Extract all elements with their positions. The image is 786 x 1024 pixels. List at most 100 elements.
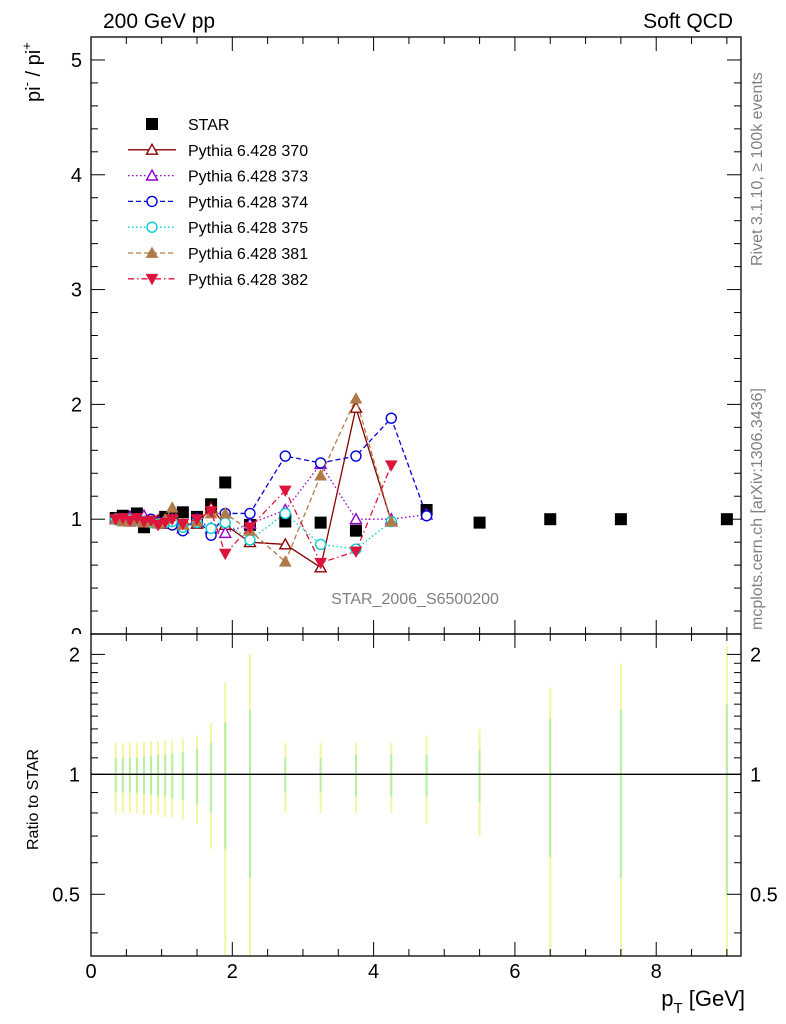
series-6-point: [151, 520, 165, 532]
x-tick-label: 0: [85, 961, 96, 983]
ratio-y-axis-label: Ratio to STAR: [25, 749, 42, 850]
ratio-stat-band: [128, 757, 131, 793]
ratio-stat-band: [319, 757, 322, 793]
series-6-point: [384, 460, 398, 472]
series-4-point: [314, 538, 327, 551]
series-3-point: [420, 510, 433, 522]
ratio-stat-band: [164, 754, 167, 797]
x-tick-label: 8: [651, 961, 662, 983]
main-plot-area: [109, 392, 733, 573]
ratio-stat-band: [248, 710, 251, 878]
main-y-tick-label: 1: [71, 509, 82, 531]
ratio-stat-band: [195, 748, 198, 805]
ratio-stat-band: [284, 757, 287, 793]
series-4-point: [219, 516, 231, 529]
legend-marker-4: [146, 221, 158, 233]
series-3-point: [350, 450, 362, 462]
x-tick-label: 2: [227, 961, 238, 983]
series-3-point: [314, 457, 327, 469]
legend: STAR Pythia 6.428 370 Pythia 6.428 373 Pyth…: [128, 117, 308, 289]
main-panel: 1 2 3 4 5 0: [71, 36, 742, 647]
ratio-y-tick-label: 2: [69, 644, 80, 666]
series-6-point: [278, 485, 292, 498]
series-4-point: [279, 507, 291, 520]
series-6-point: [243, 522, 257, 534]
x-tick-label: 6: [509, 961, 520, 983]
legend-label-4: Pythia 6.428 375: [188, 220, 308, 237]
ratio-y-tick-label: 1: [69, 764, 80, 786]
ratio-stat-band: [171, 753, 174, 799]
series-6-point: [190, 514, 204, 526]
series-6-point: [204, 506, 218, 518]
series-6-point: [349, 546, 363, 558]
ratio-stat-band: [390, 754, 393, 797]
main-y-axis-label: pi- / pi+: [19, 42, 45, 102]
legend-label-3: Pythia 6.428 374: [188, 194, 308, 211]
main-y-zero-label: 0: [71, 625, 82, 647]
header-right-label: Soft QCD: [643, 10, 733, 33]
ratio-y-tick-label: 0.5: [52, 884, 80, 906]
series-6: [109, 460, 398, 570]
series-4-point: [244, 534, 256, 546]
ratio-stat-band: [725, 704, 728, 895]
series-6-point: [137, 516, 151, 529]
main-y-tick-label: 5: [71, 50, 82, 72]
legend-marker-2: [145, 168, 159, 181]
ratio-stat-band: [354, 754, 357, 797]
legend-label-1: Pythia 6.428 370: [188, 143, 308, 160]
x-tick-label: 4: [368, 961, 379, 983]
series-0-point: [544, 513, 557, 526]
ratio-stat-band: [210, 742, 213, 813]
series-0-point: [314, 516, 327, 529]
series-4-point: [205, 522, 217, 535]
main-y-tick-label: 4: [71, 165, 82, 187]
rivet-version-label: Rivet 3.1.10, ≥ 100k events: [749, 72, 766, 266]
ratio-stat-band: [121, 757, 124, 793]
ratio-y-tick-label-right: 1: [750, 764, 761, 786]
main-y-tick-label: 3: [71, 280, 82, 302]
ratio-stat-band: [150, 756, 153, 795]
series-2-point: [349, 512, 363, 525]
series-2-point: [218, 526, 232, 539]
series-0-point: [219, 476, 232, 489]
ratio-stat-band: [181, 751, 184, 801]
series-3-point: [244, 507, 256, 520]
series-0-point: [176, 506, 189, 519]
series-6-point: [176, 518, 190, 531]
legend-marker-6: [145, 273, 159, 286]
mcplots-label: mcplots.cern.ch [arXiv:1306.3436]: [749, 388, 766, 630]
ratio-y-tick-label-right: 0.5: [750, 884, 778, 906]
ratio-panel: 0 2 4 6 8 0.5 0.5 1 1 2 2: [52, 633, 778, 983]
series-5-point: [314, 469, 327, 481]
series-5-point: [384, 514, 398, 527]
series-0-point: [614, 513, 627, 526]
legend-marker-3: [146, 195, 158, 208]
legend-label-0: STAR: [188, 117, 229, 134]
ratio-stat-band: [157, 754, 160, 797]
legend-label-6: Pythia 6.428 382: [188, 272, 308, 289]
series-5-point: [278, 555, 292, 567]
series-6-point: [218, 548, 232, 561]
ratio-y-tick-label-right: 2: [750, 644, 761, 666]
legend-marker-0: [146, 118, 158, 130]
series-0-point: [473, 516, 486, 529]
ratio-stat-band: [142, 756, 145, 795]
series-6-point: [123, 515, 137, 527]
header-left-label: 200 GeV pp: [103, 10, 215, 33]
series-6-point: [314, 557, 327, 570]
ratio-stat-band: [478, 750, 481, 803]
series-5-point: [349, 392, 363, 404]
ratio-stat-band: [135, 757, 138, 793]
ratio-stat-band: [224, 722, 227, 849]
series-6-line: [115, 464, 392, 564]
series-0-point: [349, 524, 362, 537]
legend-label-5: Pythia 6.428 381: [188, 246, 308, 263]
ratio-frame: [90, 633, 742, 957]
series-6-point: [109, 514, 123, 526]
series-6-point: [165, 514, 179, 526]
series-3-point: [279, 450, 291, 462]
analysis-label: STAR_2006_S6500200: [331, 591, 499, 608]
ratio-stat-band: [549, 718, 552, 858]
ratio-stat-band: [619, 710, 622, 878]
